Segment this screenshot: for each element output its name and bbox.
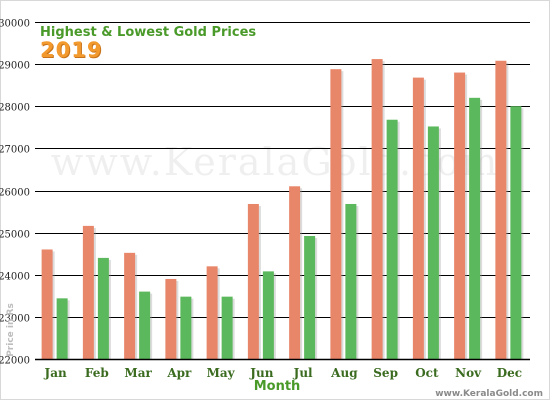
y-tick-label: 23000: [0, 314, 30, 325]
bars: [41, 59, 524, 360]
x-tick-label: Sep: [373, 366, 398, 380]
x-axis-ticks: Jan Feb Mar Apr May Jun Jul Aug Sep Oct Nov Dec: [44, 366, 523, 380]
bar-lowest-sep: [386, 119, 398, 359]
y-axis-label: Price in Rs: [6, 303, 16, 357]
bar-highest-mar: [124, 252, 136, 359]
bar-highest-dec: [495, 60, 507, 359]
y-tick-label: 25000: [0, 230, 30, 241]
grid: [35, 22, 530, 318]
site-credit: www.KeralaGold.com: [435, 389, 543, 399]
bar-highest-nov: [454, 72, 466, 360]
bar-highest-jan: [41, 249, 53, 359]
y-tick-label: 24000: [0, 272, 30, 283]
x-tick-label: May: [207, 366, 236, 380]
bar-lowest-jun: [262, 271, 274, 359]
bar-highest-sep: [371, 59, 383, 359]
bar-lowest-dec: [510, 106, 522, 359]
y-tick-label: 26000: [0, 188, 30, 199]
bar-highest-feb: [82, 225, 94, 359]
chart-title: Highest & Lowest Gold Prices: [40, 25, 257, 40]
bar-highest-apr: [165, 278, 177, 359]
x-tick-label: Dec: [497, 366, 522, 380]
y-tick-label: 27000: [0, 145, 30, 156]
bar-lowest-nov: [469, 97, 481, 359]
bar-lowest-apr: [180, 296, 192, 359]
x-tick-label: Feb: [85, 366, 109, 380]
x-tick-label: Jan: [44, 366, 67, 380]
x-tick-label: Oct: [415, 366, 439, 380]
y-axis-ticks: 22000 23000 24000 25000 26000 27000 28000 29000…: [0, 19, 30, 367]
y-tick-label: 29000: [0, 61, 30, 72]
x-axis-label: Month: [254, 379, 301, 394]
bar-highest-aug: [330, 69, 342, 360]
bar-highest-jul: [289, 186, 301, 359]
x-tick-label: Aug: [330, 366, 358, 380]
x-tick-label: Apr: [166, 366, 192, 380]
bar-lowest-jan: [56, 298, 68, 359]
x-tick-label: Jul: [293, 366, 313, 380]
y-tick-label: 22000: [0, 356, 30, 367]
y-tick-label: 28000: [0, 103, 30, 114]
bar-lowest-jul: [304, 235, 316, 359]
bar-lowest-mar: [139, 291, 151, 359]
bar-highest-oct: [412, 77, 424, 359]
x-tick-label: Mar: [124, 366, 152, 380]
y-tick-label: 30000: [0, 19, 30, 30]
bar-highest-may: [206, 266, 218, 359]
bar-lowest-oct: [427, 126, 439, 359]
bar-highest-jun: [247, 203, 259, 359]
bar-lowest-feb: [97, 257, 109, 359]
x-tick-label: Nov: [455, 366, 482, 380]
x-tick-label: Jun: [249, 366, 273, 380]
chart-year: 2019: [40, 38, 103, 62]
bar-lowest-may: [221, 296, 233, 359]
bar-lowest-aug: [345, 203, 357, 359]
